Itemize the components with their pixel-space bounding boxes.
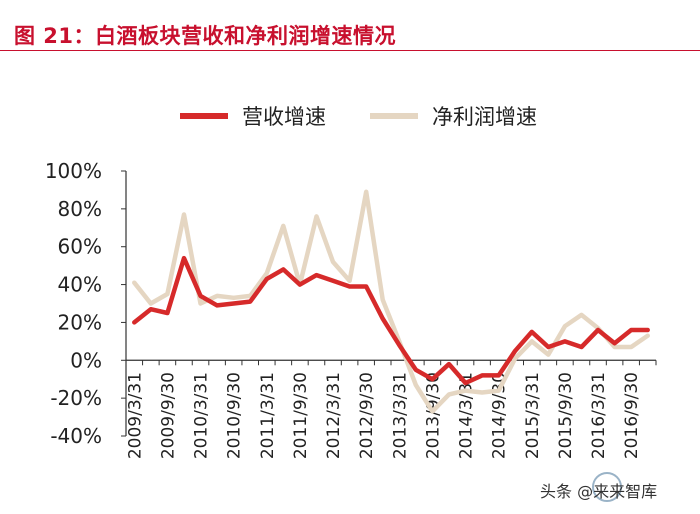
y-tick-label: 40% [58,273,102,297]
series-point-revenue [480,374,484,377]
series-point-revenue [133,321,136,324]
x-tick-labels: 2009/3/31 2009/9/30 2010/3/31 2010/9/30 2011… [125,372,642,459]
series-point-revenue [596,328,600,332]
series-point-profit [480,391,484,394]
series-point-profit [199,302,202,305]
series-point-revenue [348,285,351,288]
series-point-revenue [464,381,467,385]
series-point-profit [530,340,533,343]
x-tick-label: 2012/9/30 [357,372,377,459]
legend-label-revenue: 营收增速 [242,105,326,129]
legend: 营收增速 净利润增速 [180,105,537,129]
series-point-revenue [398,343,401,347]
series-point-revenue [381,317,384,320]
x-tick-label: 2009/9/30 [158,372,178,459]
series-point-revenue [215,304,219,307]
x-tick-label: 2014/3/31 [457,372,477,459]
series-point-revenue [547,345,550,349]
series-point-profit [381,298,384,301]
series-point-revenue [315,273,318,277]
series-point-revenue [149,308,152,311]
series-point-profit [580,313,583,317]
series-point-revenue [497,374,500,377]
watermark-text: 头条 @来来智库 [540,482,658,501]
series-point-profit [563,325,567,328]
series-point-profit [365,190,368,193]
series-point-profit [215,294,219,298]
x-tick-label: 2010/9/30 [225,372,245,459]
series-point-profit [613,345,616,349]
y-tick-label: -20% [50,386,102,410]
series-point-revenue [249,300,252,303]
series-line-revenue [132,255,650,386]
series-point-revenue [265,277,268,281]
y-tick-label: 20% [58,310,102,334]
series-point-profit [447,393,451,396]
y-tick-label: -40% [50,424,102,448]
series-point-revenue [514,349,517,352]
x-tick-label: 2014/9/30 [490,372,510,459]
watermark-logo-icon [592,472,622,502]
series-point-revenue [630,328,633,332]
series-layer [132,189,650,414]
y-tick-label: 0% [70,348,102,372]
series-point-revenue [414,368,417,371]
series-point-profit [514,357,517,360]
series-point-revenue [331,279,335,282]
x-tick-label: 2011/9/30 [291,372,311,459]
series-point-revenue [199,294,202,298]
series-point-profit [265,272,268,275]
series-point-revenue [580,345,583,349]
series-point-profit [166,292,169,296]
series-point-revenue [613,342,616,345]
series-point-revenue [431,378,434,381]
series-point-revenue [563,340,567,343]
x-tick-label: 2015/3/31 [523,372,543,459]
y-tick-label: 60% [58,235,102,259]
series-point-revenue [365,285,368,288]
title-divider [0,50,700,51]
y-tick-label: 100% [45,159,102,183]
x-tick-label: 2016/9/30 [622,372,642,459]
series-point-revenue [298,283,302,286]
series-point-revenue [530,330,533,334]
series-point-revenue [646,328,649,332]
series-point-revenue [447,362,451,366]
x-tick-label: 2009/3/31 [125,372,145,459]
series-point-profit [547,353,550,356]
series-point-profit [182,213,186,216]
series-point-profit [431,410,434,413]
series-point-revenue [232,302,235,305]
series-point-profit [315,215,318,218]
series-point-profit [331,260,335,264]
x-tick-label: 2010/3/31 [192,372,212,459]
x-tick-label: 2013/3/31 [390,372,410,459]
series-point-revenue [182,256,186,260]
series-point-profit [232,296,235,299]
series-point-profit [149,302,152,305]
series-point-profit [630,345,633,349]
x-tick-label: 2013/9/30 [423,372,443,459]
series-point-profit [348,279,351,282]
y-tick-label: 80% [58,197,102,221]
series-point-profit [282,224,285,228]
series-point-profit [249,294,252,298]
series-line-profit [132,189,650,414]
series-point-profit [646,334,649,337]
y-tick-labels: 100% 80% 60% 40% 20% 0% -20% -40% [45,159,102,448]
series-point-revenue [282,268,285,271]
x-tick-label: 2016/3/31 [589,372,609,459]
series-point-profit [464,389,467,392]
chart-title: 图 21：白酒板块营收和净利润增速情况 [14,24,397,48]
x-tick-label: 2012/3/31 [324,372,344,459]
legend-label-profit: 净利润增速 [432,105,537,129]
series-point-profit [497,389,500,392]
series-point-revenue [166,311,169,315]
x-tick-label: 2015/9/30 [556,372,576,459]
series-point-profit [414,383,417,387]
x-tick-label: 2011/3/31 [258,372,278,459]
series-point-profit [133,281,136,284]
